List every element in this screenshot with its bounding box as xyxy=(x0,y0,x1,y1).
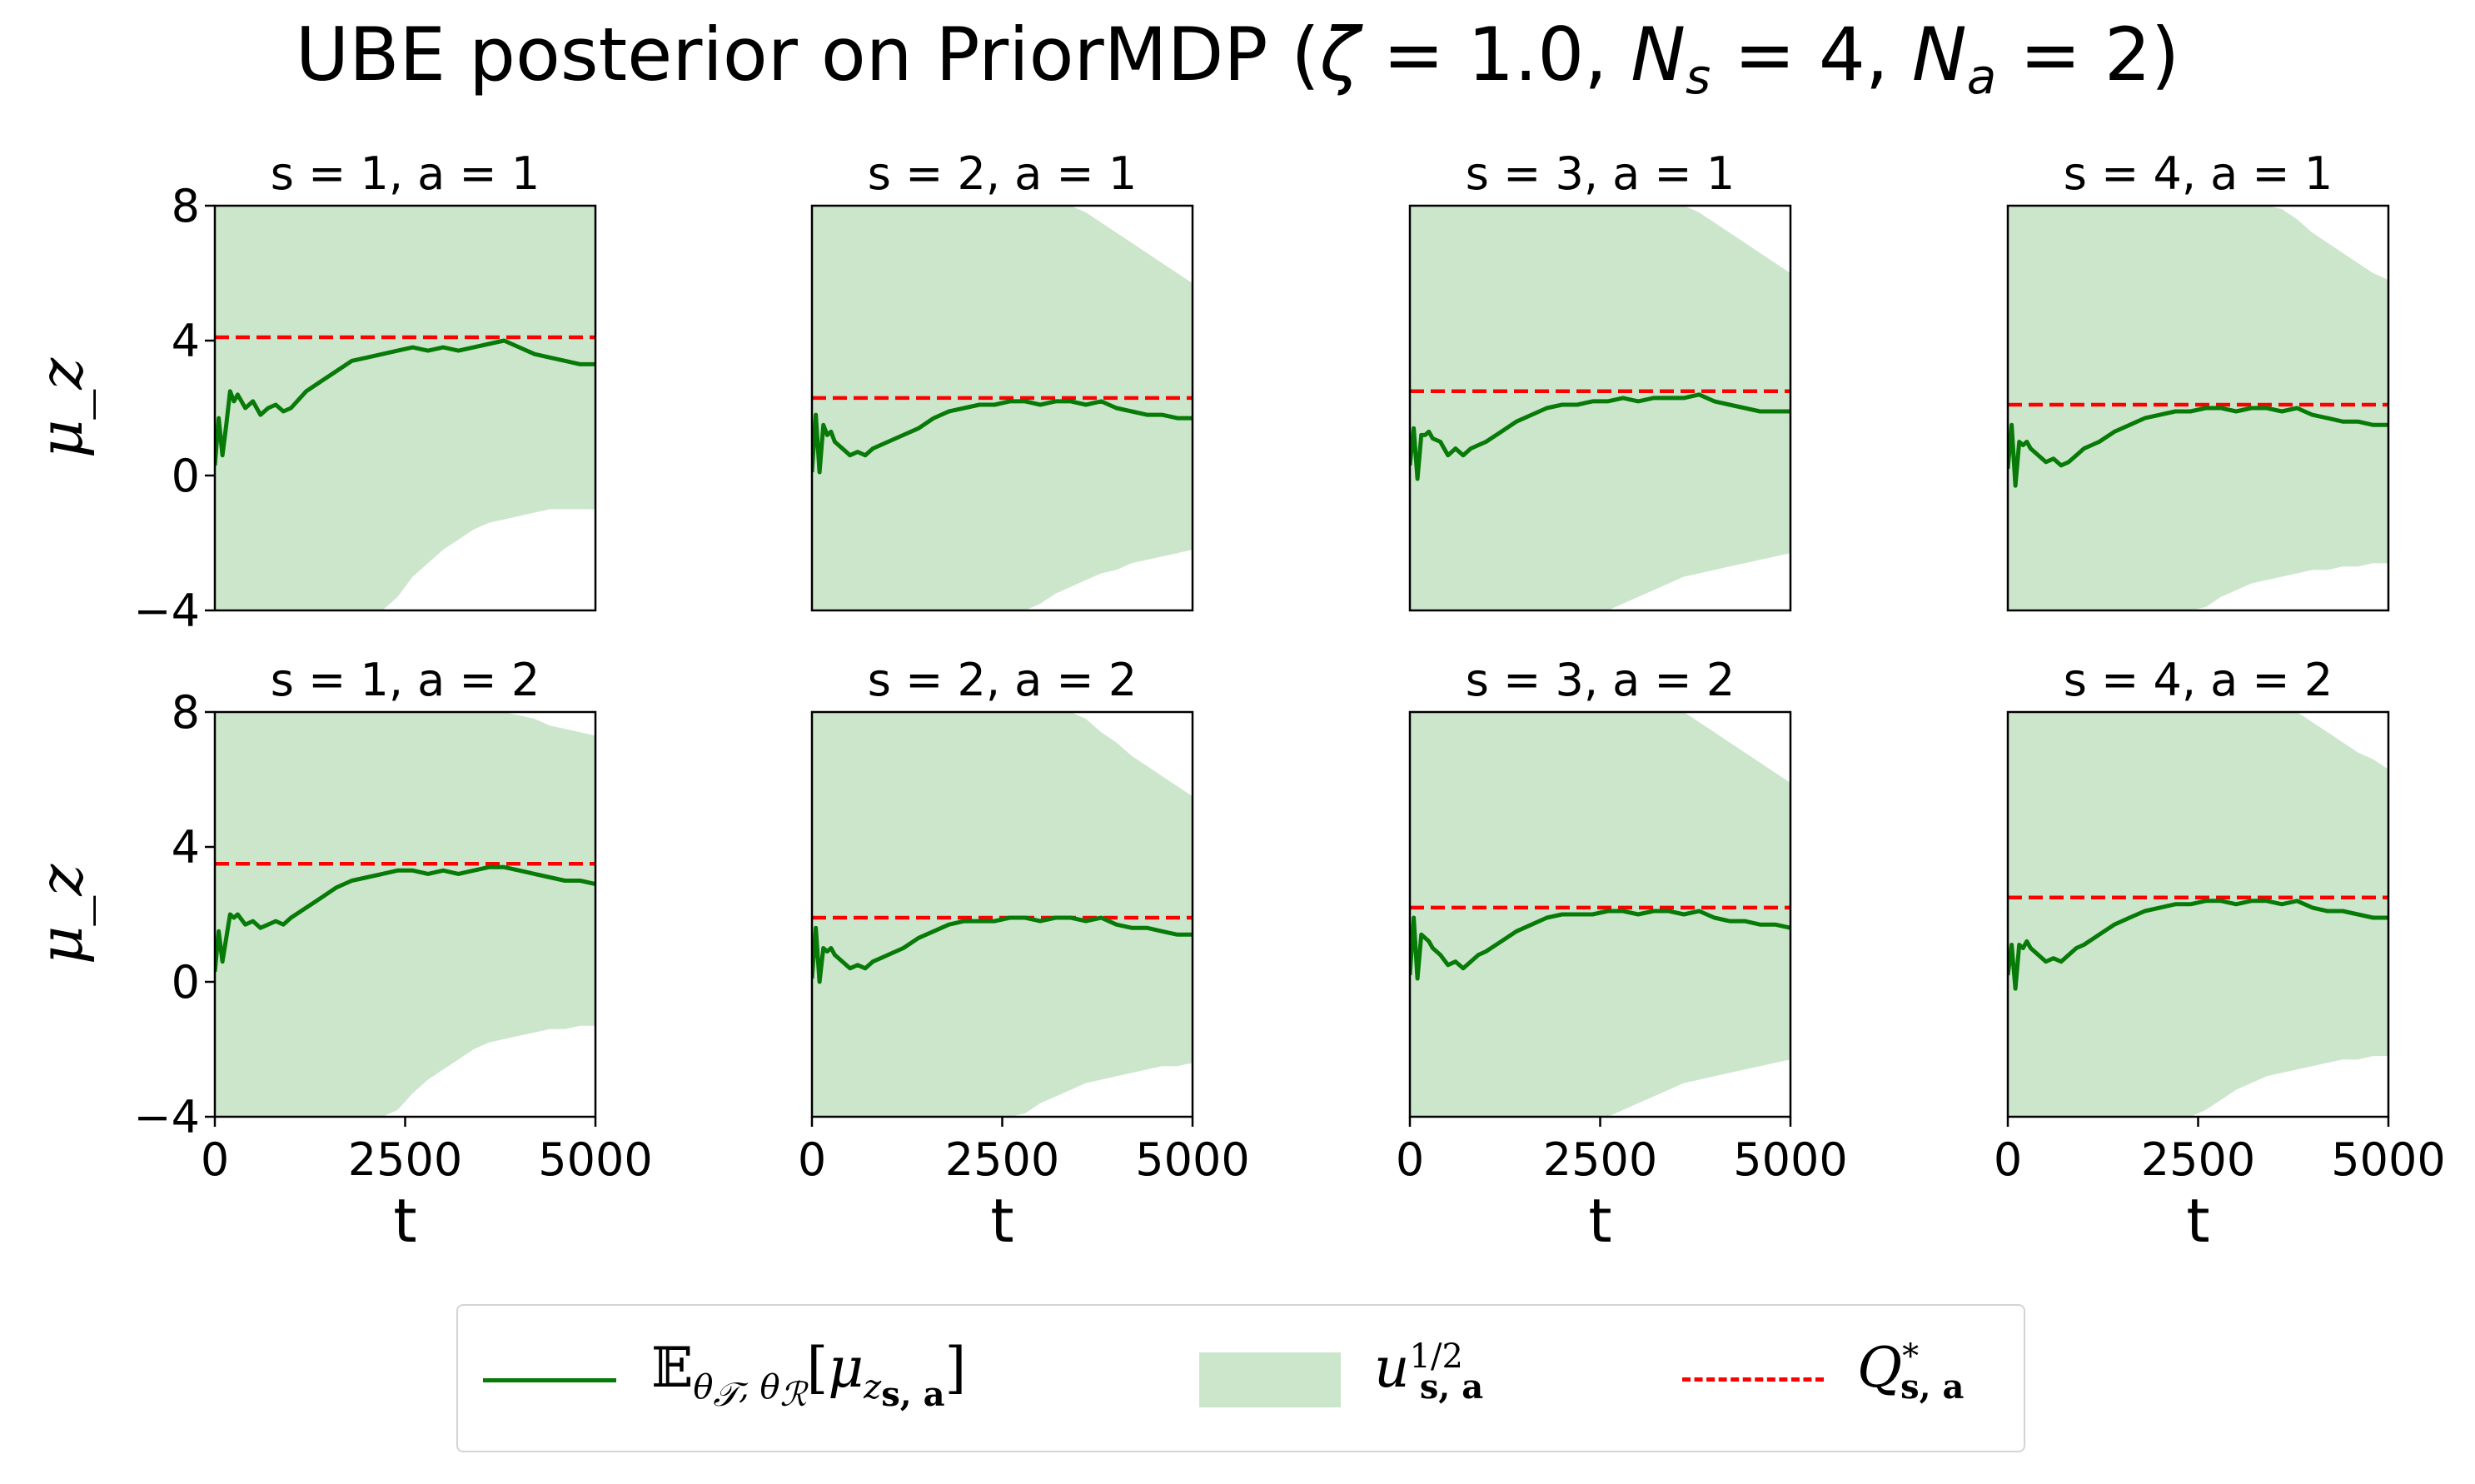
panel-frame xyxy=(213,204,597,612)
mean-line xyxy=(2008,406,2388,488)
y-tick-label: 4 xyxy=(172,821,200,874)
panel-2: s = 2, a = 1 xyxy=(810,147,1194,612)
panel-3: s = 3, a = 1 xyxy=(1408,147,1792,612)
x-tick-label: 5000 xyxy=(538,1133,652,1186)
mean-line xyxy=(812,915,1193,984)
legend-swatch-mean-line xyxy=(483,1378,616,1382)
mean-line xyxy=(1410,909,1790,981)
panel-1: s = 1, a = 1 −4 0 4 8 μ_z xyxy=(26,147,597,637)
x-tick-label: 2500 xyxy=(348,1133,462,1186)
panel-frame xyxy=(1408,204,1792,612)
x-axis-label: t xyxy=(990,1186,1013,1256)
x-tick-label: 0 xyxy=(798,1133,826,1186)
mean-line xyxy=(812,399,1193,475)
x-axis-label: t xyxy=(2186,1186,2209,1256)
panel-title: s = 1, a = 1 xyxy=(271,147,540,200)
y-tick-label: 0 xyxy=(172,450,200,502)
panel-8: s = 4, a = 2 0 2500 5000 t xyxy=(1994,654,2446,1256)
legend-label-qstar: Q*s, a xyxy=(1857,1336,1965,1407)
x-tick-label: 2500 xyxy=(945,1133,1059,1186)
panel-title: s = 4, a = 1 xyxy=(2064,147,2333,200)
chart-title: UBE posterior on PriorMDP (ζ = 1.0, Ns =… xyxy=(296,12,2179,105)
panel-title: s = 3, a = 2 xyxy=(1466,654,1735,706)
mean-line xyxy=(1410,392,1790,481)
uncertainty-band xyxy=(812,206,1193,610)
mean-line xyxy=(215,338,595,466)
x-tick-label: 0 xyxy=(1396,1133,1424,1186)
legend-label-uncertainty: u1/2s, a xyxy=(1374,1336,1484,1407)
y-tick-label: −4 xyxy=(133,585,200,637)
x-tick-label: 2500 xyxy=(2141,1133,2255,1186)
mean-line xyxy=(215,864,595,973)
x-tick-label: 0 xyxy=(201,1133,229,1186)
x-tick-label: 5000 xyxy=(2331,1133,2445,1186)
panel-title: s = 4, a = 2 xyxy=(2064,654,2333,706)
uncertainty-band xyxy=(215,206,595,610)
x-tick-label: 2500 xyxy=(1543,1133,1657,1186)
x-tick-label: 0 xyxy=(1994,1133,2022,1186)
panel-title: s = 3, a = 1 xyxy=(1466,147,1735,200)
uncertainty-band xyxy=(2008,712,2388,1117)
x-axis-label: t xyxy=(393,1186,416,1256)
x-axis-label: t xyxy=(1588,1186,1611,1256)
uncertainty-band xyxy=(1410,206,1790,610)
legend: 𝔼θ𝒯, θℛ[μzs, a] u1/2s, a Q*s, a xyxy=(456,1304,2025,1452)
y-axis-label: μ_z xyxy=(26,864,96,965)
panel-title: s = 2, a = 2 xyxy=(868,654,1137,706)
y-tick-label: −4 xyxy=(133,1091,200,1143)
legend-label-mean: 𝔼θ𝒯, θℛ[μzs, a] xyxy=(651,1336,967,1415)
uncertainty-band xyxy=(812,712,1193,1117)
panel-4: s = 4, a = 1 xyxy=(2006,147,2390,612)
legend-swatch-uncertainty-fill xyxy=(1199,1352,1341,1407)
panel-7: s = 3, a = 2 0 2500 5000 t xyxy=(1396,654,1848,1256)
mean-line xyxy=(2008,899,2388,991)
y-tick-label: 0 xyxy=(172,956,200,1008)
x-tick-label: 5000 xyxy=(1135,1133,1249,1186)
y-tick-label: 4 xyxy=(172,315,200,367)
legend-swatch-qstar-dashed xyxy=(1682,1377,1824,1382)
panel-frame xyxy=(810,204,1194,612)
y-tick-label: 8 xyxy=(172,686,200,739)
panel-frame xyxy=(2006,204,2390,612)
uncertainty-band xyxy=(215,712,595,1117)
y-axis-label: μ_z xyxy=(26,357,96,459)
panel-6: s = 2, a = 2 0 2500 5000 t xyxy=(798,654,1250,1256)
x-tick-label: 5000 xyxy=(1733,1133,1847,1186)
panel-title: s = 2, a = 1 xyxy=(868,147,1137,200)
panel-title: s = 1, a = 2 xyxy=(271,654,540,706)
y-tick-label: 8 xyxy=(172,180,200,232)
